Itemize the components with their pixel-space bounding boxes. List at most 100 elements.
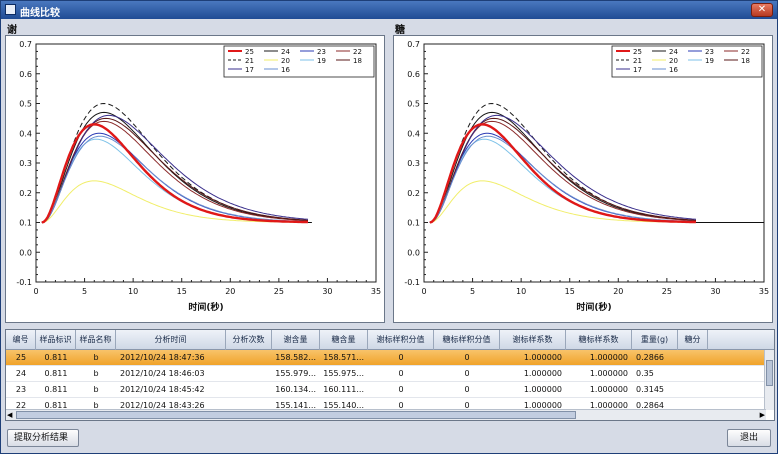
table-cell: 0 bbox=[398, 385, 404, 394]
table-cell: b bbox=[93, 401, 99, 410]
series-line-25 bbox=[429, 123, 697, 224]
table-cell: 0 bbox=[464, 369, 470, 378]
column-header[interactable]: 谢标样系数 bbox=[500, 330, 566, 350]
table-cell: 0 bbox=[464, 353, 470, 362]
table-cell: 2012/10/24 18:47:36 bbox=[120, 353, 205, 362]
chart-left: -0.1 0.0 0.1 0.2 0.3 0.4 0.5 0.6 0.7 0 5 10 15 20 25 30… bbox=[5, 35, 385, 323]
table-cell: 22 bbox=[15, 401, 27, 410]
table-cell: 0.35 bbox=[636, 369, 654, 378]
column-header[interactable]: 分析时间 bbox=[116, 330, 226, 350]
table-cell: 1.000000 bbox=[589, 369, 628, 378]
table-cell: 1.000000 bbox=[523, 369, 562, 378]
column-header[interactable]: 糖标样积分值 bbox=[434, 330, 500, 350]
y-tick-label: 0.6 bbox=[19, 70, 32, 79]
table-cell: 0 bbox=[398, 369, 404, 378]
table-cell: 158.571... bbox=[323, 353, 364, 362]
y-tick-label: 0.2 bbox=[407, 189, 420, 198]
column-header[interactable]: 糖分 bbox=[678, 330, 708, 350]
table-cell: 0.2866 bbox=[636, 353, 664, 362]
plot-area bbox=[423, 43, 765, 283]
legend-label: 19 bbox=[705, 57, 714, 65]
title-bar[interactable]: 曲线比较 ✕ bbox=[1, 1, 777, 19]
series-line-19 bbox=[429, 138, 697, 223]
table-cell: 0.2864 bbox=[636, 401, 664, 410]
y-tick-label: 0.3 bbox=[19, 159, 32, 168]
legend-label: 25 bbox=[633, 48, 642, 56]
y-tick-label: 0.1 bbox=[407, 219, 420, 228]
x-tick-label: 30 bbox=[322, 287, 332, 296]
plot-area bbox=[35, 43, 377, 283]
panel-title-right: 糖 bbox=[395, 25, 405, 36]
table-cell bbox=[678, 382, 708, 398]
table-cell: 1.000000 bbox=[523, 353, 562, 362]
x-tick-label: 15 bbox=[565, 287, 575, 296]
table-cell: 155.140... bbox=[323, 401, 364, 410]
legend-label: 17 bbox=[633, 66, 642, 74]
table-cell: 25 bbox=[15, 353, 27, 362]
series-line-18 bbox=[41, 117, 309, 223]
vertical-scroll-thumb[interactable] bbox=[766, 360, 773, 386]
column-header[interactable]: 样品标识 bbox=[36, 330, 76, 350]
column-header[interactable]: 重量(g) bbox=[632, 330, 678, 350]
series-line-22 bbox=[41, 120, 309, 223]
table-cell: 1.000000 bbox=[589, 353, 628, 362]
x-tick-label: 15 bbox=[177, 287, 187, 296]
y-tick-label: 0.4 bbox=[407, 129, 420, 138]
table-row[interactable]: 24 0.811 b 2012/10/24 18:46:03 155.979... 155… bbox=[6, 366, 766, 382]
table-cell: 155.975... bbox=[323, 369, 364, 378]
y-tick-label: 0.7 bbox=[19, 40, 32, 49]
x-tick-label: 20 bbox=[613, 287, 623, 296]
results-table[interactable]: 编号 样品标识 样品名称 分析时间 分析次数 谢含量 糖含量 谢标样积分值 糖标样积分值 谢标样系… bbox=[5, 329, 775, 421]
legend-label: 24 bbox=[281, 48, 290, 56]
x-tick-label: 25 bbox=[274, 287, 284, 296]
table-row[interactable]: 23 0.811 b 2012/10/24 18:45:42 160.134... 160… bbox=[6, 382, 766, 398]
horizontal-scrollbar[interactable]: ◀ ▶ bbox=[6, 409, 766, 420]
column-header[interactable]: 分析次数 bbox=[226, 330, 272, 350]
x-axis-title: 时间(秒) bbox=[188, 301, 223, 313]
horizontal-scroll-thumb[interactable] bbox=[16, 411, 576, 419]
column-header[interactable]: 编号 bbox=[6, 330, 36, 350]
legend-label: 20 bbox=[281, 57, 290, 65]
table-cell: b bbox=[93, 385, 99, 394]
table-cell: 158.582... bbox=[275, 353, 316, 362]
window-title: 曲线比较 bbox=[20, 8, 60, 19]
table-cell: 2012/10/24 18:45:42 bbox=[120, 385, 205, 394]
series-line-16 bbox=[429, 135, 696, 223]
column-header[interactable]: 糖含量 bbox=[320, 330, 368, 350]
x-tick-label: 35 bbox=[371, 287, 381, 296]
series-line-16 bbox=[41, 135, 308, 223]
close-button[interactable]: ✕ bbox=[751, 3, 773, 17]
legend-label: 25 bbox=[245, 48, 254, 56]
x-tick-label: 30 bbox=[710, 287, 720, 296]
vertical-scrollbar[interactable] bbox=[764, 350, 774, 410]
exit-button[interactable]: 退出 bbox=[727, 429, 771, 447]
column-header[interactable]: 谢含量 bbox=[272, 330, 320, 350]
table-cell: 155.979... bbox=[275, 369, 316, 378]
legend-label: 23 bbox=[705, 48, 714, 56]
table-cell: 0 bbox=[464, 401, 470, 410]
legend-label: 16 bbox=[669, 66, 678, 74]
y-tick-label: 0.0 bbox=[407, 248, 420, 257]
series-line-25 bbox=[41, 123, 309, 224]
y-tick-label: 0.0 bbox=[19, 248, 32, 257]
chart-left-svg: -0.1 0.0 0.1 0.2 0.3 0.4 0.5 0.6 0.7 0 5 10 15 20 25 30… bbox=[16, 40, 381, 313]
column-header[interactable]: 糖标样系数 bbox=[566, 330, 632, 350]
x-tick-label: 0 bbox=[421, 287, 426, 296]
legend-label: 24 bbox=[669, 48, 678, 56]
scroll-left-arrow-icon[interactable]: ◀ bbox=[7, 411, 13, 419]
scroll-right-arrow-icon[interactable]: ▶ bbox=[759, 411, 765, 419]
legend-label: 17 bbox=[245, 66, 254, 74]
table-cell: 155.141... bbox=[275, 401, 316, 410]
column-header[interactable]: 谢标样积分值 bbox=[368, 330, 434, 350]
table-cell: 1.000000 bbox=[589, 385, 628, 394]
table-cell: 0.811 bbox=[44, 369, 68, 378]
table-cell bbox=[226, 366, 272, 382]
column-header[interactable]: 样品名称 bbox=[76, 330, 116, 350]
table-cell: 2012/10/24 18:46:03 bbox=[120, 369, 205, 378]
extract-results-button[interactable]: 提取分析结果 bbox=[7, 429, 79, 447]
legend-label: 20 bbox=[669, 57, 678, 65]
table-cell: 0 bbox=[398, 401, 404, 410]
table-row[interactable]: 25 0.811 b 2012/10/24 18:47:36 158.582... 158… bbox=[6, 350, 766, 366]
legend-label: 18 bbox=[353, 57, 362, 65]
